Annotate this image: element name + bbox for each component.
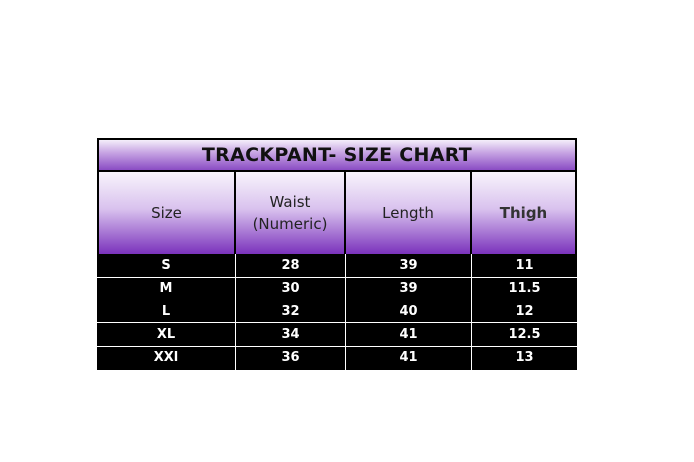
table-title: TRACKPANT- SIZE CHART [99,140,575,170]
divider [97,277,577,278]
table-cell: 28 [281,258,300,273]
table-cell: S [161,258,171,273]
table-cell: 13 [515,350,534,365]
table-cell: 39 [399,258,418,273]
header-size: Size [99,172,234,254]
header-length: Length [346,172,470,254]
table-row: L 32 40 12 [97,300,577,323]
divider [235,254,236,370]
divider [97,346,577,347]
divider [97,322,577,323]
table-cell: 12 [515,304,534,319]
header-thigh: Thigh [472,172,575,254]
table-cell: 34 [281,327,300,342]
table-cell: 40 [399,304,418,319]
table-row: XXl 36 41 13 [97,346,577,369]
table-cell: XXl [153,350,179,365]
table-cell: 41 [399,350,418,365]
divider [345,254,346,370]
table-cell: 11 [515,258,534,273]
table-cell: 11.5 [508,281,541,296]
table-row: M 30 39 11.5 [97,277,577,300]
header-waist: Waist (Numeric) [236,172,344,254]
table-row: XL 34 41 12.5 [97,323,577,346]
table-cell: L [161,304,171,319]
table-cell: 41 [399,327,418,342]
table-cell: 32 [281,304,300,319]
table-cell: XL [156,327,176,342]
table-cell: 30 [281,281,300,296]
table-cell: 12.5 [508,327,541,342]
size-chart-table: TRACKPANT- SIZE CHART Size Waist (Numeri… [97,138,577,370]
table-cell: 39 [399,281,418,296]
table-row: S 28 39 11 [97,254,577,277]
divider [471,254,472,370]
table-cell: M [159,281,173,296]
table-cell: 36 [281,350,300,365]
